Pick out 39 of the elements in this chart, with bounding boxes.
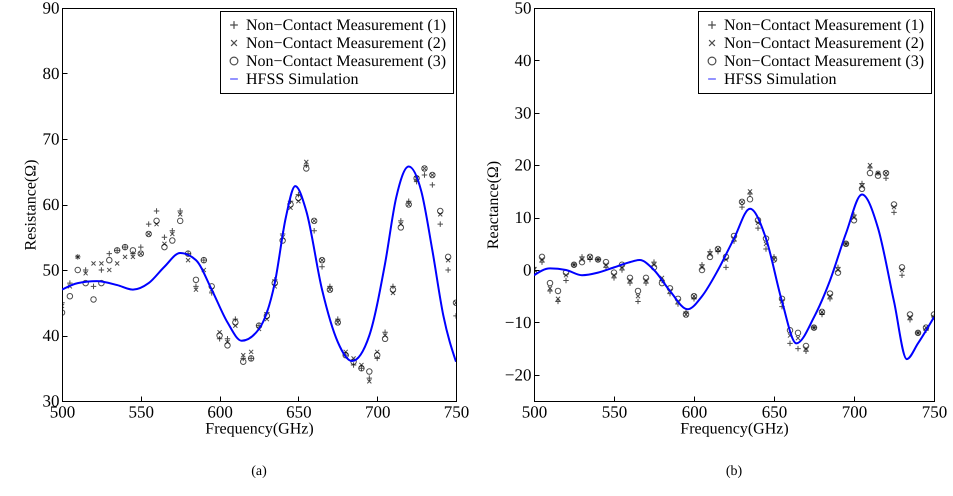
y-tick-label: 10: [514, 208, 532, 228]
y-tick-label: 80: [42, 64, 60, 83]
legend-label: HFSS Simulation: [724, 71, 836, 88]
y-tick-label: −20: [504, 365, 532, 384]
x-tick-label: 600: [682, 402, 708, 422]
x-tick-label: 550: [602, 402, 628, 422]
legend-label: Non−Contact Measurement (1): [724, 17, 924, 34]
x-tick-label: 500: [522, 402, 548, 422]
text: (a): [251, 464, 268, 479]
x-tick-label: 700: [364, 402, 390, 422]
legend-label: HFSS Simulation: [246, 71, 358, 88]
x-tick-label: 650: [762, 402, 788, 422]
y-tick-label: 20: [514, 156, 532, 175]
y-tick-label: 0: [523, 260, 532, 280]
x-tick-label: 750: [922, 402, 948, 422]
x-axis-title: Frequency(GHz): [205, 420, 314, 438]
x-tick-label: 650: [286, 402, 312, 422]
y-tick-label: 40: [42, 326, 60, 345]
y-tick-label: 50: [514, 0, 532, 18]
y-tick-label: 70: [42, 130, 60, 148]
legend-label: Non−Contact Measurement (3): [724, 53, 924, 70]
x-axis-title: Frequency(GHz): [680, 420, 789, 438]
y-tick-label: 50: [42, 260, 60, 280]
legend-label: Non−Contact Measurement (2): [724, 35, 924, 52]
legend-label: Non−Contact Measurement (3): [246, 53, 446, 70]
y-axis-title: Resistance(Ω): [22, 160, 40, 250]
x-tick-label: 550: [128, 402, 154, 422]
x-tick-label: 750: [444, 402, 470, 422]
legend-label: Non−Contact Measurement (1): [246, 17, 446, 34]
x-tick-label: 700: [842, 402, 868, 422]
y-tick-label: −10: [504, 312, 532, 332]
y-axis-title: Reactance(Ω): [484, 160, 502, 250]
text: (b): [726, 464, 742, 479]
y-tick-label: 30: [514, 103, 532, 122]
y-tick-label: 90: [42, 0, 60, 18]
y-tick-label: 40: [514, 50, 532, 70]
legend-label: Non−Contact Measurement (2): [246, 35, 446, 52]
y-tick-label: 60: [42, 195, 60, 214]
x-tick-label: 600: [207, 402, 233, 422]
